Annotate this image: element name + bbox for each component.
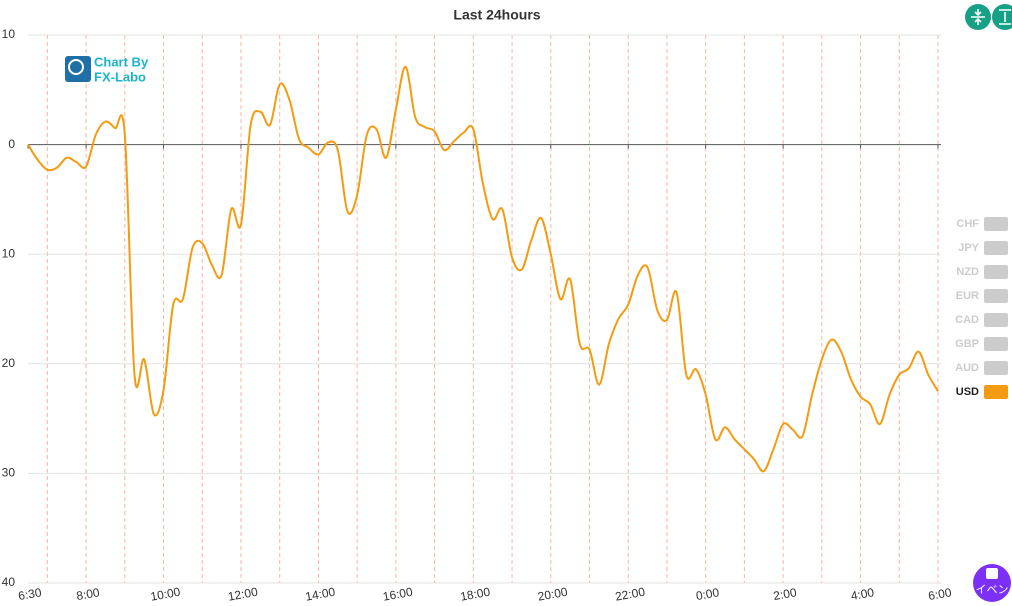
legend-label: CHF <box>956 218 979 230</box>
x-tick-label: 12:00 <box>227 585 259 604</box>
expand-button[interactable] <box>992 4 1012 30</box>
legend-label: AUD <box>955 362 979 374</box>
x-tick-label: 6:00 <box>927 585 953 603</box>
x-tick-label: 20:00 <box>537 585 569 604</box>
y-tick-label: 10 <box>2 246 16 260</box>
event-circle[interactable] <box>973 564 1011 602</box>
legend-label: EUR <box>956 290 979 302</box>
y-tick-label: 0 <box>8 137 15 151</box>
event-button[interactable]: イベン <box>973 564 1011 602</box>
legend-swatch <box>984 217 1008 231</box>
logo-glass <box>68 59 84 75</box>
x-tick-label: 0:00 <box>695 585 721 603</box>
legend-label: JPY <box>958 242 979 254</box>
legend-label: NZD <box>956 266 979 278</box>
legend: CHF JPY NZD EUR CAD GBP AUD USD <box>955 217 1008 399</box>
x-tick-label: 2:00 <box>772 585 798 603</box>
legend-swatch <box>984 337 1008 351</box>
y-tick-label: 10 <box>2 27 16 41</box>
x-tick-label: 22:00 <box>614 585 646 604</box>
x-tick-label: 6:30 <box>17 585 43 603</box>
x-tick-label: 16:00 <box>382 585 414 604</box>
legend-swatch <box>984 385 1008 399</box>
legend-label: GBP <box>955 338 979 350</box>
legend-label: CAD <box>955 314 979 326</box>
x-tick-label: 10:00 <box>149 585 181 604</box>
x-tick-label: 14:00 <box>304 585 336 604</box>
x-tick-label: 4:00 <box>850 585 876 603</box>
chart-title: Last 24hours <box>453 7 540 23</box>
y-tick-label: 30 <box>2 466 16 480</box>
legend-swatch <box>984 361 1008 375</box>
x-tick-label: 8:00 <box>75 585 101 603</box>
legend-swatch <box>984 265 1008 279</box>
watermark-line: FX-Labo <box>94 69 146 84</box>
toolbar <box>965 4 1012 30</box>
data-line <box>27 65 939 473</box>
plot-area <box>27 34 941 584</box>
y-tick-label: 20 <box>2 356 16 370</box>
event-icon <box>986 568 998 579</box>
x-tick-label: 18:00 <box>459 585 491 604</box>
legend-swatch <box>984 313 1008 327</box>
event-label: イベン <box>976 584 1009 596</box>
watermark: Chart By FX-Labo <box>65 54 149 84</box>
expand-icon <box>999 9 1011 25</box>
y-tick-label: 40 <box>2 575 16 589</box>
watermark-line: Chart By <box>94 54 149 69</box>
zoom-icon <box>971 9 985 25</box>
legend-swatch <box>984 241 1008 255</box>
legend-swatch <box>984 289 1008 303</box>
legend-label: USD <box>956 386 979 398</box>
